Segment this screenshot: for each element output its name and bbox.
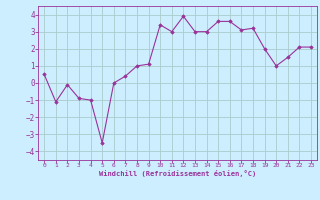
X-axis label: Windchill (Refroidissement éolien,°C): Windchill (Refroidissement éolien,°C) bbox=[99, 170, 256, 177]
